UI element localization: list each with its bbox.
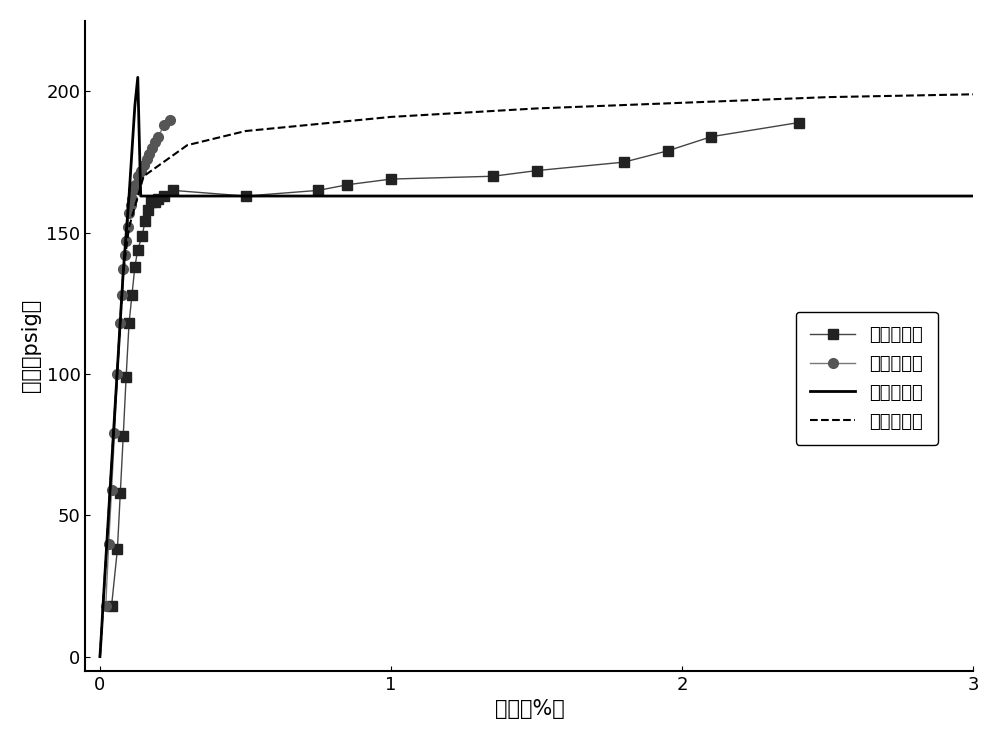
轴向试验值 bbox=[135, 166, 147, 175]
轴向计算值 bbox=[676, 98, 688, 107]
环向试验值 bbox=[145, 198, 157, 206]
环向试验值 bbox=[385, 175, 397, 184]
轴向试验值 bbox=[141, 155, 153, 164]
轴向计算值 bbox=[106, 460, 118, 469]
Line: 轴向试验值: 轴向试验值 bbox=[101, 115, 175, 610]
环向试验值 bbox=[662, 147, 674, 155]
环向计算值 bbox=[967, 192, 979, 201]
轴向计算值 bbox=[967, 90, 979, 98]
轴向计算值 bbox=[100, 556, 112, 565]
Y-axis label: 压强（psig）: 压强（psig） bbox=[21, 299, 41, 392]
环向计算值 bbox=[111, 364, 123, 373]
环向试验值 bbox=[114, 488, 126, 497]
X-axis label: 应变（%）: 应变（%） bbox=[495, 699, 564, 719]
轴向试验值 bbox=[152, 132, 164, 141]
环向试验值 bbox=[158, 192, 170, 201]
轴向试验值 bbox=[114, 319, 126, 328]
轴向试验值 bbox=[122, 223, 134, 232]
环向试验值 bbox=[111, 545, 123, 554]
轴向试验值 bbox=[126, 195, 138, 204]
环向试验值 bbox=[152, 195, 164, 204]
轴向试验值 bbox=[111, 369, 123, 378]
环向试验值 bbox=[120, 372, 132, 381]
环向试验值 bbox=[136, 231, 148, 240]
环向计算值 bbox=[100, 556, 112, 565]
环向计算值 bbox=[97, 604, 109, 613]
环向试验值 bbox=[487, 172, 499, 181]
轴向试验值 bbox=[143, 149, 155, 158]
轴向试验值 bbox=[125, 200, 137, 209]
轴向计算值 bbox=[181, 141, 193, 149]
轴向试验值 bbox=[138, 161, 150, 169]
Line: 环向计算值: 环向计算值 bbox=[100, 78, 973, 656]
环向计算值 bbox=[139, 192, 151, 201]
轴向计算值 bbox=[97, 604, 109, 613]
轴向试验值 bbox=[149, 138, 161, 147]
轴向计算值 bbox=[123, 223, 135, 232]
轴向试验值 bbox=[123, 209, 135, 218]
环向试验值 bbox=[132, 245, 144, 254]
轴向试验值 bbox=[116, 291, 128, 300]
轴向试验值 bbox=[117, 265, 129, 274]
轴向试验值 bbox=[106, 485, 118, 494]
环向试验值 bbox=[149, 198, 161, 206]
环向试验值 bbox=[129, 262, 141, 271]
环向试验值 bbox=[126, 291, 138, 300]
环向计算值 bbox=[94, 652, 106, 661]
轴向试验值 bbox=[129, 181, 141, 189]
轴向计算值 bbox=[531, 104, 543, 113]
环向计算值 bbox=[106, 460, 118, 469]
环向试验值 bbox=[106, 602, 118, 610]
环向试验值 bbox=[117, 431, 129, 440]
环向试验值 bbox=[793, 118, 805, 127]
轴向计算值 bbox=[117, 268, 129, 277]
轴向试验值 bbox=[120, 237, 132, 246]
环向试验值 bbox=[705, 132, 717, 141]
轴向试验值 bbox=[119, 251, 131, 260]
环向计算值 bbox=[123, 192, 135, 201]
轴向试验值 bbox=[100, 602, 112, 610]
环向试验值 bbox=[341, 181, 353, 189]
环向计算值 bbox=[95, 630, 107, 639]
环向试验值 bbox=[123, 319, 135, 328]
轴向试验值 bbox=[164, 115, 176, 124]
轴向试验值 bbox=[108, 429, 120, 438]
轴向计算值 bbox=[822, 92, 834, 101]
环向试验值 bbox=[240, 192, 252, 201]
环向试验值 bbox=[142, 206, 154, 215]
Line: 环向试验值: 环向试验值 bbox=[107, 118, 804, 610]
轴向试验值 bbox=[127, 186, 139, 195]
环向试验值 bbox=[139, 217, 151, 226]
环向计算值 bbox=[135, 192, 147, 201]
轴向计算值 bbox=[94, 652, 106, 661]
环向试验值 bbox=[312, 186, 324, 195]
轴向计算值 bbox=[111, 364, 123, 373]
环向计算值 bbox=[129, 101, 141, 110]
轴向试验值 bbox=[158, 121, 170, 130]
Line: 轴向计算值: 轴向计算值 bbox=[100, 94, 973, 656]
轴向计算值 bbox=[240, 127, 252, 135]
环向计算值 bbox=[132, 73, 144, 82]
环向试验值 bbox=[618, 158, 630, 166]
环向计算值 bbox=[117, 268, 129, 277]
轴向试验值 bbox=[132, 172, 144, 181]
轴向计算值 bbox=[138, 172, 150, 181]
环向试验值 bbox=[531, 166, 543, 175]
Legend: 环向试验值, 轴向试验值, 环向计算值, 轴向计算值: 环向试验值, 轴向试验值, 环向计算值, 轴向计算值 bbox=[796, 312, 938, 445]
轴向试验值 bbox=[146, 144, 158, 152]
轴向计算值 bbox=[385, 112, 397, 121]
轴向计算值 bbox=[95, 630, 107, 639]
环向试验值 bbox=[167, 186, 179, 195]
轴向试验值 bbox=[103, 539, 115, 548]
